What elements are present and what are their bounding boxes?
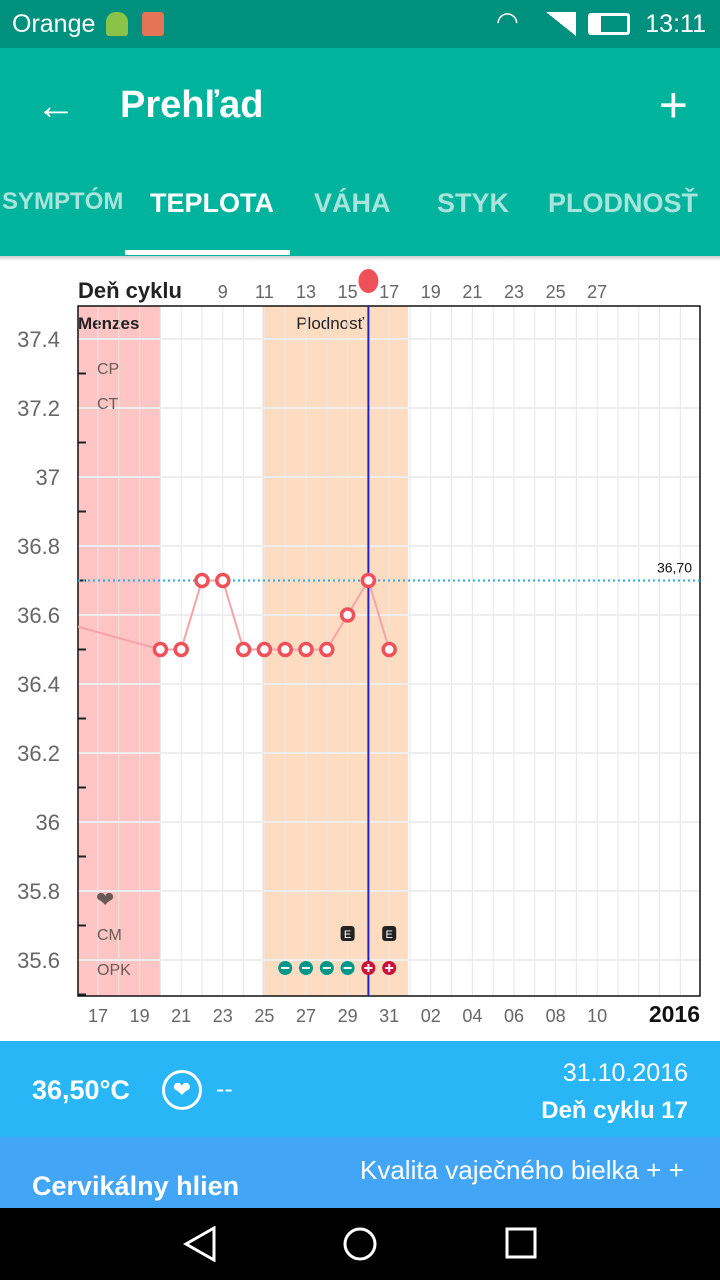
- x-tick-label: 31: [379, 1006, 399, 1026]
- temperature-point[interactable]: [235, 641, 252, 658]
- temperature-point[interactable]: [360, 572, 377, 589]
- x-tick-label: 02: [421, 1006, 441, 1026]
- add-button[interactable]: +: [658, 77, 688, 133]
- cycle-day-label: 17: [379, 282, 399, 302]
- coverline-label: 36,70: [657, 560, 692, 576]
- temperature-point[interactable]: [339, 607, 356, 623]
- y-tick-label: 37.2: [17, 396, 60, 421]
- x-tick-label: 23: [213, 1006, 233, 1026]
- y-tick-label: 36.6: [17, 603, 60, 628]
- navigation-bar: [0, 1208, 720, 1280]
- cervical-mucus-label: Cervikálny hlien: [32, 1171, 240, 1201]
- y-tick-label: 35.6: [17, 948, 60, 973]
- battery-icon: [588, 13, 630, 35]
- x-tick-label: 17: [88, 1006, 108, 1026]
- row-label-ct: CT: [97, 396, 119, 413]
- cm-marker: [382, 926, 397, 941]
- x-tick-label: 06: [504, 1006, 524, 1026]
- x-tick-label: 04: [462, 1006, 482, 1026]
- x-tick-label: 08: [546, 1006, 566, 1026]
- tab-symptom[interactable]: SYMPTÓM: [2, 188, 124, 215]
- signal-icon: [546, 12, 576, 36]
- temperature-point[interactable]: [256, 641, 273, 658]
- recents-nav-icon[interactable]: [504, 1226, 540, 1262]
- row-label-opk: OPK: [97, 962, 131, 979]
- temperature-point[interactable]: [173, 641, 189, 658]
- page-title: Prehľad: [120, 84, 264, 126]
- temperature-value: 36,50°C: [32, 1075, 130, 1105]
- y-tick-label: 36.4: [17, 672, 60, 697]
- x-tick-label: 21: [171, 1006, 191, 1026]
- divider: [0, 256, 720, 261]
- y-tick-label: 36: [36, 810, 60, 835]
- clock: 13:11: [645, 10, 706, 38]
- row-label-cp: CP: [97, 361, 119, 378]
- row-label-cm: CM: [97, 927, 122, 944]
- band-label: Menzes: [78, 314, 139, 333]
- intercourse-value: --: [216, 1075, 233, 1103]
- selected-day-handle[interactable]: [358, 269, 379, 293]
- cycle-day-label: 27: [587, 282, 607, 302]
- heart-icon: ❤: [96, 887, 114, 912]
- cm-marker: [340, 926, 355, 941]
- cycle-day-label: 25: [546, 282, 566, 302]
- tab-teplota[interactable]: TEPLOTA: [150, 188, 274, 218]
- x-tick-label: 10: [587, 1006, 607, 1026]
- carrier: Orange: [12, 10, 96, 38]
- chart-title: Deň cyklu: [78, 278, 182, 303]
- cm-marker-label: E: [344, 929, 351, 941]
- tab-bar: SYMPTÓM TEPLOTA VÁHA STYK PLODNOSŤ: [0, 166, 720, 256]
- y-tick-label: 36.2: [17, 741, 60, 766]
- back-nav-icon[interactable]: [182, 1226, 218, 1262]
- year-label: 2016: [649, 1001, 700, 1027]
- tab-vaha[interactable]: VÁHA: [314, 188, 391, 218]
- home-nav-icon[interactable]: [342, 1226, 378, 1262]
- app-notification-icon: [142, 12, 164, 36]
- app-bar: ← Prehľad + SYMPTÓM TEPLOTA VÁHA STYK PL…: [0, 48, 720, 256]
- y-tick-label: 36.8: [17, 534, 60, 559]
- cycle-day-label: 9: [218, 282, 228, 302]
- android-icon: [106, 12, 128, 36]
- temperature-point[interactable]: [152, 641, 169, 658]
- cervical-mucus-value: Kvalita vaječného bielka + +: [360, 1155, 684, 1185]
- cycle-day-label: 15: [338, 282, 358, 302]
- x-tick-label: 19: [130, 1006, 150, 1026]
- chart-frame: [77, 305, 701, 997]
- temperature-chart[interactable]: Menzes Plodnosť37.437.23736.836.636.436.2…: [0, 260, 720, 1040]
- x-tick-label: 25: [254, 1006, 274, 1026]
- temperature-point[interactable]: [215, 572, 231, 589]
- y-tick-label: 37: [36, 465, 60, 490]
- x-tick-label: 29: [338, 1006, 358, 1026]
- temperature-point[interactable]: [319, 641, 335, 658]
- cycle-day-label: 19: [421, 282, 441, 302]
- temperature-point[interactable]: [194, 572, 210, 589]
- tab-styk[interactable]: STYK: [437, 188, 510, 218]
- y-tick-label: 35.8: [17, 879, 60, 904]
- wifi-icon: ◠: [496, 6, 519, 36]
- cycle-day-label: 11: [255, 282, 274, 302]
- cycle-day-label: 23: [504, 282, 524, 302]
- temperature-point[interactable]: [381, 641, 397, 658]
- cervical-mucus-row[interactable]: Cervikálny hlien Kvalita vaječného bielk…: [0, 1137, 720, 1208]
- x-tick-label: 27: [296, 1006, 316, 1026]
- back-arrow-icon[interactable]: ←: [36, 84, 76, 128]
- selected-date: 31.10.2016: [562, 1059, 688, 1087]
- y-tick-label: 37.4: [17, 327, 60, 352]
- tab-plodnost[interactable]: PLODNOSŤ: [548, 188, 699, 218]
- temperature-point[interactable]: [277, 641, 293, 658]
- tab-indicator: [125, 250, 290, 255]
- cm-marker-label: E: [386, 929, 393, 941]
- cycle-day-label: 13: [296, 282, 316, 302]
- temperature-point[interactable]: [298, 641, 314, 658]
- heart-icon[interactable]: ❤: [162, 1070, 202, 1110]
- cycle-day-label: 21: [462, 282, 482, 302]
- day-info-panel[interactable]: 36,50°C ❤ -- 31.10.2016 Deň cyklu 17: [0, 1041, 720, 1137]
- status-bar: Orange ◠ 13:11: [0, 0, 720, 48]
- cycle-day: Deň cyklu 17: [541, 1097, 688, 1124]
